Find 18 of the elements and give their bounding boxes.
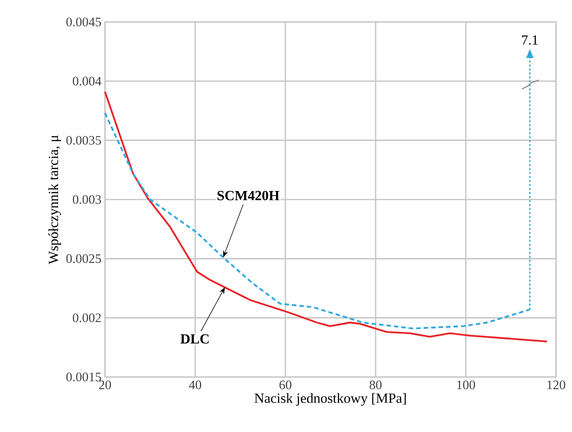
annotation: SCM420H: [218, 190, 280, 200]
x-axis-title: Nacisk jednostkowy [MPa]: [254, 393, 406, 406]
y-tick-label: 0.003: [72, 195, 101, 204]
x-tick-label: 40: [188, 380, 202, 390]
y-tick-label: 0.002: [72, 313, 101, 322]
annotation: DLC: [180, 334, 209, 344]
x-tick-label: 20: [99, 380, 111, 390]
annotation: 7.1: [522, 35, 538, 45]
x-tick-label: 120: [547, 380, 566, 390]
x-tick-label: 100: [457, 380, 476, 390]
y-tick-label: 0.004: [72, 76, 102, 86]
y-tick-label: 0.0035: [66, 136, 101, 145]
y-axis-title: Współczynnik tarcia, μ: [48, 135, 62, 264]
x-tick-label: 60: [279, 380, 292, 390]
y-tick-label: 0.0025: [66, 254, 101, 264]
y-tick-label: 0.0045: [66, 18, 101, 26]
y-tick-label: 0.0015: [66, 372, 101, 382]
x-tick-label: 80: [370, 380, 382, 390]
